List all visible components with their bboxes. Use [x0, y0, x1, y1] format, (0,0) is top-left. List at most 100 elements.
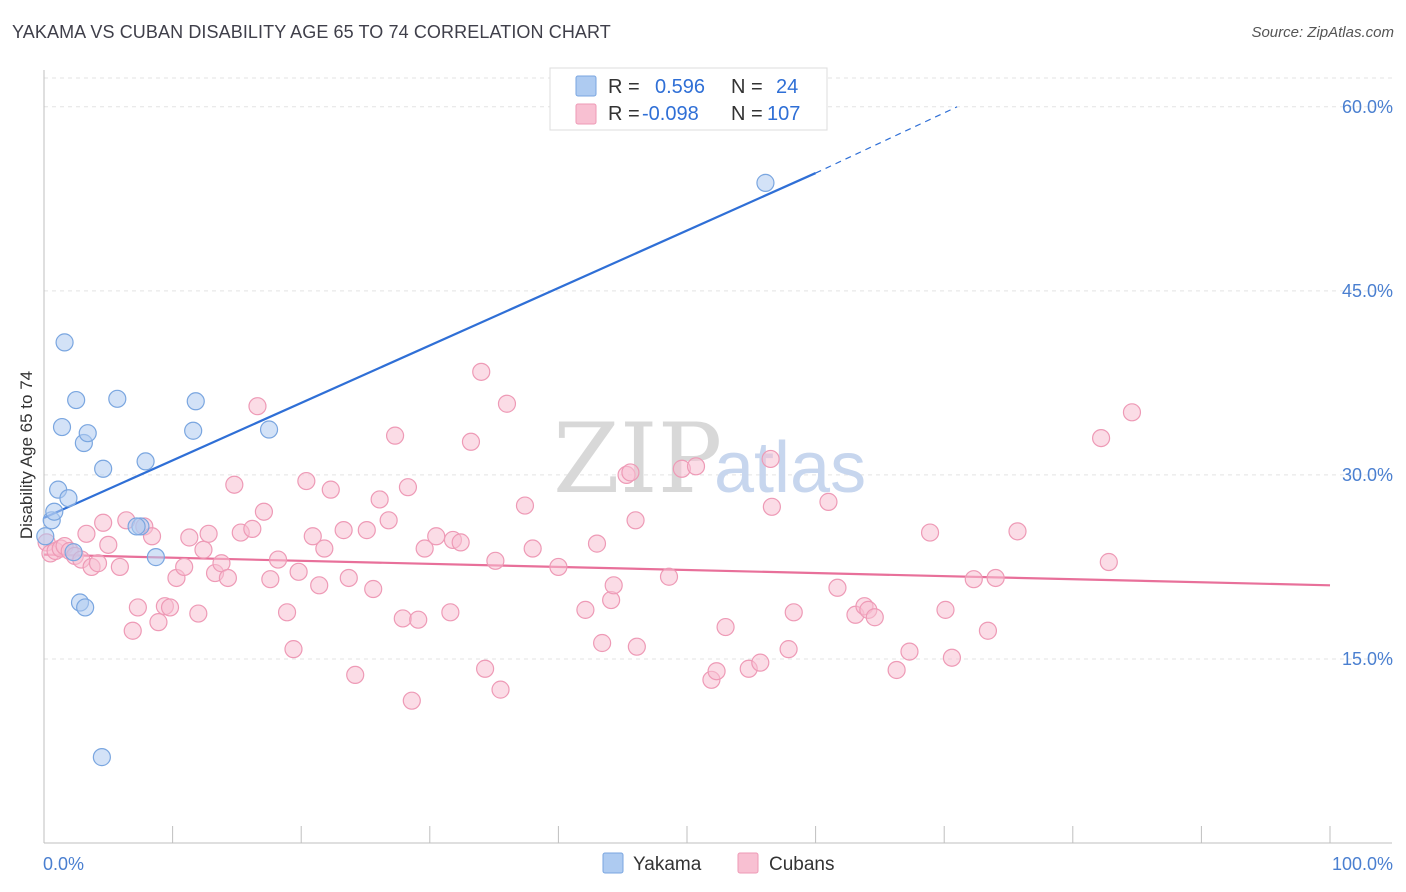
point-cubans-33	[243, 519, 262, 538]
watermark: ZIP atlas	[553, 403, 866, 515]
point-cubans-86	[716, 617, 735, 637]
point-cubans-40	[289, 562, 308, 581]
point-cubans-110	[1122, 403, 1142, 422]
point-cubans-44	[315, 539, 334, 558]
point-cubans-64	[472, 362, 491, 381]
point-cubans-109	[1099, 552, 1118, 572]
legend-r-label-yakama: R =	[608, 76, 640, 98]
point-cubans-30	[218, 568, 237, 588]
point-cubans-57	[409, 610, 428, 629]
point-cubans-74	[593, 633, 612, 653]
point-cubans-42	[303, 527, 322, 546]
point-yakama-12	[108, 389, 127, 408]
point-cubans-39	[284, 640, 303, 659]
point-yakama-23	[127, 517, 146, 536]
point-cubans-85	[707, 662, 726, 681]
point-yakama-7	[67, 390, 86, 410]
point-cubans-26	[194, 540, 213, 559]
point-cubans-99	[887, 660, 906, 680]
trend-line-cubans	[43, 553, 1331, 587]
point-cubans-93	[819, 492, 838, 511]
point-cubans-98	[865, 608, 884, 627]
point-cubans-69	[515, 496, 535, 515]
point-cubans-83	[686, 457, 706, 476]
series-legend: Yakama Cubans	[602, 852, 835, 875]
x-tick-label-start: 0.0%	[43, 854, 84, 874]
y-tick-label-15: 15.0%	[1342, 649, 1393, 669]
point-cubans-41	[297, 471, 316, 491]
point-cubans-51	[370, 490, 389, 509]
point-cubans-92	[784, 603, 803, 622]
trend-lines	[43, 106, 1331, 587]
point-cubans-72	[576, 600, 595, 619]
point-cubans-48	[346, 665, 365, 685]
point-cubans-50	[364, 579, 383, 599]
point-cubans-89	[761, 449, 780, 469]
y-tick-label-45: 45.0%	[1342, 281, 1393, 301]
point-yakama-14	[136, 452, 155, 471]
point-cubans-47	[339, 568, 358, 588]
axes	[43, 70, 1392, 844]
point-cubans-65	[475, 659, 495, 678]
point-cubans-103	[942, 648, 962, 667]
point-cubans-35	[254, 502, 274, 521]
point-cubans-36	[261, 570, 280, 589]
point-yakama-15	[146, 548, 165, 567]
point-cubans-56	[402, 691, 421, 710]
point-cubans-52	[379, 511, 398, 530]
point-cubans-37	[268, 550, 288, 569]
bottom-legend-swatch-yakama	[602, 852, 624, 874]
point-cubans-27	[199, 524, 218, 543]
data-points	[36, 173, 1142, 767]
point-yakama-8	[64, 543, 83, 562]
point-cubans-60	[441, 603, 460, 622]
point-yakama-5	[55, 333, 74, 352]
point-yakama-22	[756, 173, 775, 192]
point-cubans-104	[964, 570, 983, 589]
point-cubans-13	[110, 557, 129, 577]
point-cubans-78	[621, 463, 640, 482]
point-cubans-46	[334, 521, 353, 540]
point-yakama-2	[45, 502, 64, 521]
point-cubans-70	[523, 539, 542, 558]
point-cubans-88	[751, 653, 770, 672]
point-cubans-67	[491, 680, 510, 699]
legend-r-value-cubans: -0.098	[642, 103, 699, 125]
chart-title: YAKAMA VS CUBAN DISABILITY AGE 65 TO 74 …	[12, 22, 611, 42]
point-cubans-102	[936, 600, 955, 619]
point-cubans-59	[427, 527, 446, 546]
point-cubans-10	[88, 554, 108, 573]
legend-r-value-yakama: 0.596	[655, 76, 705, 98]
point-yakama-11	[94, 459, 113, 478]
source-attribution: Source: ZipAtlas.com	[1251, 24, 1394, 41]
point-cubans-94	[828, 578, 847, 597]
point-yakama-20	[76, 598, 95, 617]
point-yakama-10	[78, 424, 97, 443]
y-tick-label-60: 60.0%	[1342, 97, 1393, 117]
legend-n-value-yakama: 24	[776, 76, 798, 98]
bottom-legend-label-yakama: Yakama	[633, 854, 702, 875]
legend-n-label-cubans: N =	[731, 103, 763, 125]
point-cubans-38	[277, 603, 297, 622]
point-cubans-58	[415, 539, 434, 558]
point-cubans-12	[99, 535, 118, 554]
point-yakama-21	[92, 748, 111, 767]
legend-swatch-yakama	[575, 75, 597, 97]
x-tick-label-end: 100.0%	[1332, 854, 1393, 874]
point-cubans-18	[142, 527, 162, 546]
point-yakama-17	[184, 421, 203, 440]
point-yakama-6	[59, 489, 78, 508]
legend-r-label-cubans: R =	[608, 103, 640, 125]
point-cubans-91	[779, 640, 798, 659]
point-cubans-54	[393, 609, 412, 628]
point-cubans-25	[189, 604, 208, 623]
point-cubans-8	[77, 524, 96, 543]
point-cubans-34	[248, 397, 267, 416]
correlation-legend: R = 0.596 N = 24 R = -0.098 N = 107	[549, 67, 828, 131]
point-cubans-105	[978, 621, 998, 640]
point-cubans-66	[486, 551, 505, 570]
point-cubans-90	[762, 497, 781, 516]
trend-extension-yakama	[815, 106, 958, 174]
legend-n-value-cubans: 107	[767, 103, 800, 125]
